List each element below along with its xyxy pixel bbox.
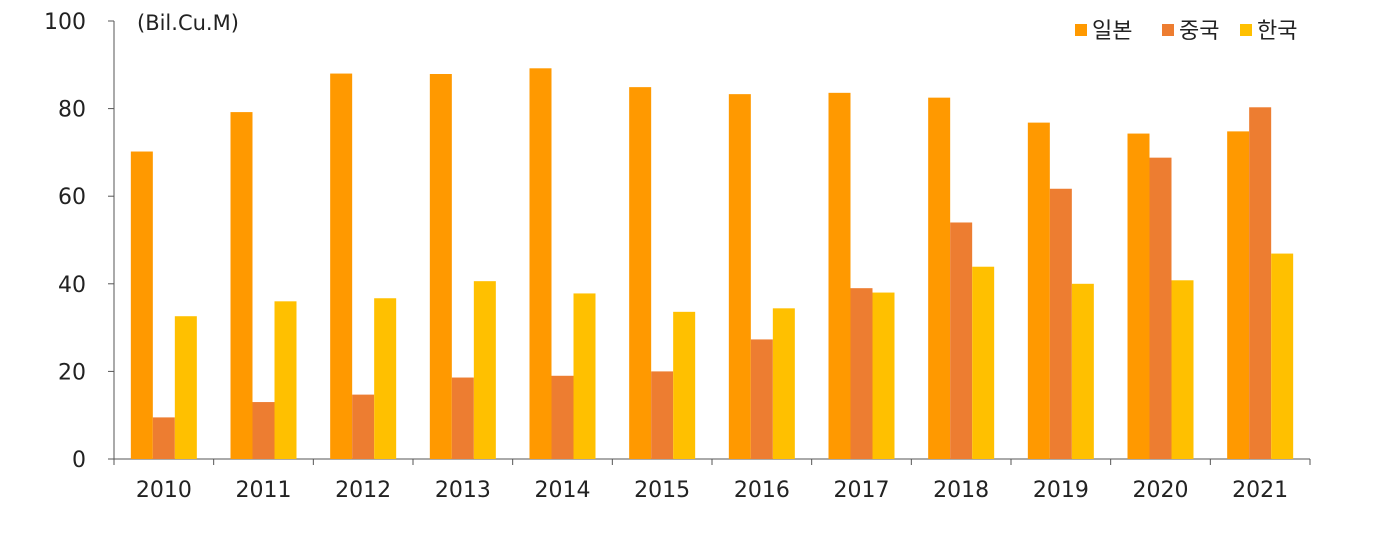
y-axis: 0 20 40 60 80 100	[44, 10, 115, 473]
bar-2018-series-0	[928, 97, 951, 460]
bar-2016-series-2	[772, 308, 795, 459]
legend-label-1: 중국	[1179, 19, 1219, 44]
x-axis: 2010 2011 2012 2013 2014 2015 2016 2017 2018 2019…	[113, 458, 1311, 503]
bar-2020-series-1	[1149, 157, 1172, 459]
bar-2014-series-1	[551, 375, 574, 459]
bar-2021-series-1	[1249, 107, 1272, 459]
bar-2021-series-0	[1227, 131, 1250, 459]
bar-2015-series-2	[673, 311, 696, 459]
x-tick-label: 2016	[734, 478, 790, 503]
bar-2011-series-2	[274, 301, 297, 459]
bar-2013-series-0	[429, 73, 452, 460]
bar-2013-series-1	[451, 377, 474, 459]
y-tick-label: 100	[44, 10, 86, 35]
legend-label-0: 일본	[1092, 19, 1132, 44]
bar-2020-series-2	[1171, 280, 1194, 459]
bar-series-group	[130, 68, 1294, 460]
bar-2016-series-0	[728, 94, 751, 460]
x-tick-label: 2010	[136, 478, 192, 503]
x-tick-label: 2018	[933, 478, 989, 503]
bar-2015-series-1	[651, 371, 674, 459]
bar-2019-series-0	[1027, 122, 1050, 459]
x-tick-label: 2017	[834, 478, 890, 503]
bar-2017-series-0	[828, 92, 851, 459]
x-tick-label: 2012	[335, 478, 391, 503]
legend-swatch-2	[1240, 24, 1252, 36]
bar-2014-series-0	[529, 68, 552, 459]
x-tick-label: 2013	[435, 478, 491, 503]
bar-2021-series-2	[1271, 253, 1294, 459]
x-tick-label: 2019	[1033, 478, 1089, 503]
y-unit-label: (Bil.Cu.M)	[137, 11, 239, 35]
y-tick-label: 40	[58, 273, 86, 298]
bar-2010-series-1	[152, 417, 175, 459]
y-tick-label: 60	[58, 185, 86, 210]
bar-2020-series-0	[1127, 133, 1150, 460]
bar-2013-series-2	[473, 281, 496, 459]
bar-2019-series-2	[1071, 283, 1094, 459]
y-tick-label: 0	[72, 448, 86, 473]
bar-2011-series-0	[230, 112, 253, 459]
x-tick-label: 2020	[1133, 478, 1189, 503]
bar-2010-series-2	[174, 316, 197, 459]
y-tick-label: 80	[58, 98, 86, 123]
bar-2010-series-0	[130, 151, 153, 460]
legend-label-2: 한국	[1257, 19, 1297, 44]
bar-2012-series-2	[374, 298, 397, 459]
legend-swatch-1	[1162, 24, 1174, 36]
bar-2014-series-2	[573, 293, 596, 459]
x-tick-label: 2011	[236, 478, 292, 503]
bar-2019-series-1	[1049, 188, 1072, 459]
bar-2018-series-2	[972, 266, 995, 459]
x-tick-label: 2021	[1232, 478, 1288, 503]
bar-2017-series-2	[872, 292, 895, 459]
bar-2017-series-1	[850, 288, 873, 459]
y-tick-label: 20	[58, 360, 86, 385]
legend: 일본 중국 한국	[1075, 19, 1297, 44]
legend-swatch-0	[1075, 24, 1087, 36]
bar-2011-series-1	[252, 402, 275, 459]
bar-2016-series-1	[750, 339, 773, 459]
x-tick-label: 2014	[535, 478, 591, 503]
bar-2018-series-1	[950, 222, 973, 459]
bar-2012-series-0	[330, 73, 353, 459]
bar-2012-series-1	[352, 394, 375, 459]
x-tick-label: 2015	[634, 478, 690, 503]
bar-2015-series-0	[629, 87, 652, 459]
